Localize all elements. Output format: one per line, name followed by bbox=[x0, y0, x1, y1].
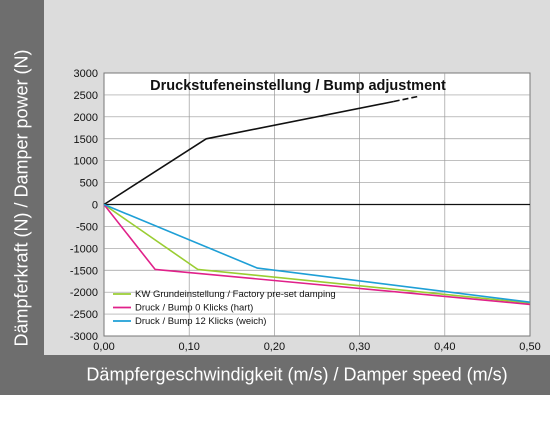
x-tick-label: 0,40 bbox=[434, 341, 455, 353]
x-tick-label: 0,30 bbox=[349, 341, 370, 353]
legend-label: Druck / Bump 12 Klicks (weich) bbox=[135, 316, 266, 327]
y-tick-label: 3000 bbox=[74, 68, 98, 80]
x-tick-label: 0,10 bbox=[178, 341, 199, 353]
x-tick-label: 0,00 bbox=[93, 341, 114, 353]
chart-title: Druckstufeneinstellung / Bump adjustment bbox=[150, 78, 446, 94]
series-lines bbox=[103, 95, 531, 306]
series-line-4 bbox=[103, 203, 531, 303]
y-tick-label: 0 bbox=[92, 200, 98, 212]
y-tick-label: -2500 bbox=[70, 309, 98, 321]
y-tick-label: -1500 bbox=[70, 265, 98, 277]
grid bbox=[104, 73, 530, 336]
x-tick-label: 0,50 bbox=[519, 341, 540, 353]
y-tick-label: -2000 bbox=[70, 287, 98, 299]
y-tick-label: 1500 bbox=[74, 134, 98, 146]
y-tick-label: 2000 bbox=[74, 112, 98, 124]
bottom-strip bbox=[0, 395, 550, 440]
legend-label: KW Grundeinstellung / Factory pre-set da… bbox=[135, 289, 336, 300]
y-tick-label: 2500 bbox=[74, 90, 98, 102]
y-tick-label: 500 bbox=[80, 178, 98, 190]
y-tick-label: 1000 bbox=[74, 156, 98, 168]
y-tick-label: -3000 bbox=[70, 331, 98, 343]
series-line-2 bbox=[103, 203, 531, 304]
axes: 3000 2500 2000 1500 1000 500 0 -500 -1000 -1500 -2… bbox=[70, 68, 541, 353]
legend-label: Druck / Bump 0 Klicks (hart) bbox=[135, 303, 253, 314]
series-line-3 bbox=[103, 204, 531, 306]
legend: KW Grundeinstellung / Factory pre-set da… bbox=[113, 289, 336, 327]
x-axis-band bbox=[44, 355, 550, 395]
y-axis-band bbox=[0, 0, 44, 440]
series-line-extension-1 bbox=[393, 95, 420, 103]
y-tick-label: -1000 bbox=[70, 243, 98, 255]
y-tick-label: -500 bbox=[76, 221, 98, 233]
x-tick-label: 0,20 bbox=[264, 341, 285, 353]
series-line-1 bbox=[103, 100, 394, 206]
x-axis-label: Dämpfergeschwindigkeit (m/s) / Damper sp… bbox=[86, 364, 508, 385]
